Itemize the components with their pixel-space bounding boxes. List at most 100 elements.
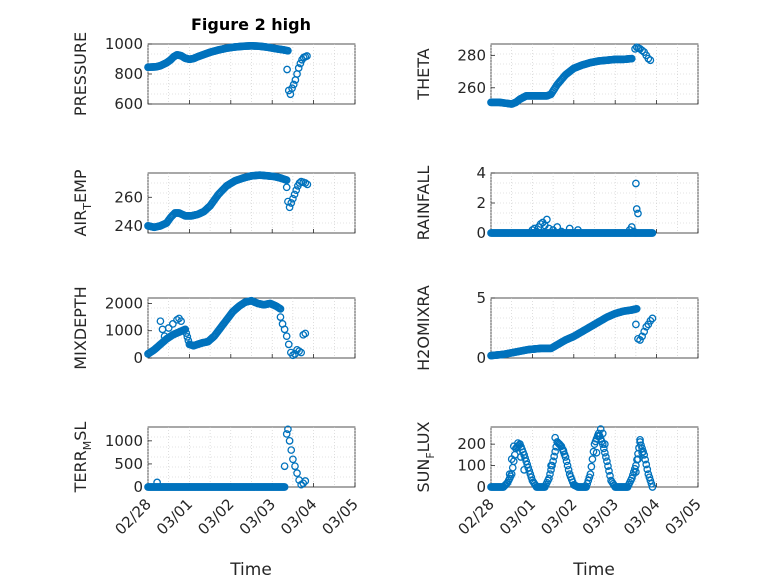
data-point [559, 446, 568, 455]
data-point [181, 325, 190, 334]
y-tick-label: 0 [476, 224, 486, 242]
data-point [514, 439, 522, 447]
data-point [632, 468, 640, 476]
data-point [280, 325, 289, 334]
y-tick-label: 5 [476, 289, 486, 307]
data-point [297, 348, 306, 357]
data-point [282, 430, 291, 438]
data-point [301, 477, 310, 485]
data-point [156, 317, 165, 326]
data-point [520, 466, 528, 474]
data-point [644, 54, 653, 63]
y-axis-label: MIXDEPTH [71, 286, 90, 369]
data-point [640, 327, 649, 336]
data-point [592, 448, 601, 457]
data-point [639, 447, 647, 456]
data-point [557, 227, 566, 236]
y-tick-label: 100 [457, 457, 486, 475]
y-tick-label: 1000 [105, 432, 143, 450]
data-point [586, 470, 595, 478]
data-point [543, 215, 551, 224]
data-point [603, 457, 611, 466]
y-axis-label: RAINFALL [414, 166, 433, 241]
subplot-mixdepth: 0 1000 2000 MIXDEPTH [71, 286, 356, 370]
y-tick-label: 200 [457, 435, 486, 453]
figure-title: Figure 2 high [191, 15, 311, 34]
data-point [545, 224, 553, 233]
data-point [182, 329, 191, 337]
data-point [291, 462, 299, 471]
data-point [290, 190, 299, 199]
data-point [276, 313, 285, 321]
data-point [562, 457, 571, 466]
data-point [551, 433, 560, 442]
y-tick-label: 1000 [105, 35, 143, 53]
data-point [648, 483, 657, 491]
data-point [303, 52, 311, 60]
y-tick-label: 4 [476, 164, 486, 182]
data-point [553, 223, 562, 231]
data-point [604, 462, 612, 470]
subplot-rainfall: 0 2 4 RAINFALL [414, 164, 699, 242]
data-point [627, 223, 636, 231]
data-point [646, 56, 655, 65]
data-point [585, 473, 594, 482]
y-tick-label: 280 [457, 46, 486, 64]
data-point [528, 226, 537, 234]
data-point [153, 478, 161, 487]
data-point [547, 461, 555, 470]
subplot-h2omixra: 0 5 H2OMIXRA [414, 285, 699, 371]
data-point [550, 452, 558, 461]
y-axis-label: PRESSURE [71, 32, 90, 116]
data-point [629, 227, 638, 236]
data-point [284, 340, 293, 349]
data-point [602, 453, 610, 461]
data-point [505, 470, 514, 478]
data-point [283, 65, 291, 74]
data-point [638, 46, 646, 55]
data-point [632, 320, 640, 329]
data-point [294, 64, 303, 72]
y-tick-label: 600 [114, 95, 143, 113]
y-tick-label: 260 [114, 188, 143, 206]
data-point [647, 479, 656, 488]
data-point [598, 429, 607, 438]
data-point [545, 474, 553, 483]
data-point [287, 446, 296, 454]
data-point [632, 304, 641, 313]
data-point [640, 451, 649, 459]
data-point [551, 447, 560, 456]
data-point [288, 84, 296, 93]
data-point [280, 483, 289, 491]
data-point [600, 440, 609, 448]
data-point [600, 448, 609, 457]
data-point [574, 226, 582, 234]
x-axis-label-left: Time [229, 560, 272, 580]
data-point [536, 220, 545, 228]
data-point [546, 470, 554, 478]
data-point [299, 479, 308, 488]
subplot-air-temp: 240 260 AIRTEMP [71, 169, 356, 237]
data-point [588, 455, 597, 463]
data-point [527, 473, 536, 482]
data-point [289, 80, 298, 89]
data-point [303, 180, 312, 189]
data-point [289, 194, 297, 203]
data-point [638, 332, 646, 341]
data-point [565, 224, 574, 233]
y-tick-label: 240 [114, 217, 143, 235]
y-tick-label: 1000 [105, 322, 143, 340]
data-point [564, 466, 573, 474]
y-axis-label: TERRMSL [71, 422, 94, 494]
data-point [507, 455, 516, 463]
data-point [532, 227, 541, 236]
y-tick-label: 0 [476, 478, 486, 496]
data-point [555, 440, 564, 448]
data-point [276, 305, 285, 313]
data-point [634, 209, 642, 218]
data-point [596, 425, 605, 433]
data-point [632, 179, 640, 188]
y-tick-label: 0 [133, 349, 143, 367]
data-point [516, 453, 525, 461]
